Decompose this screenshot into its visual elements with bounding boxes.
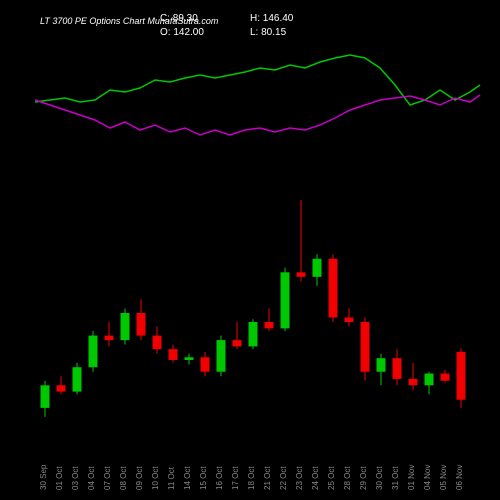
high-label: H: [250, 13, 260, 24]
ohlc-row-2: O: 142.00 L: 80.15 [160, 26, 310, 40]
x-axis-label: 18 Oct [247, 466, 256, 490]
x-axis-label: 10 Oct [151, 466, 160, 490]
candle-body [393, 358, 402, 379]
candle-body [185, 357, 194, 360]
candle-body [201, 357, 210, 371]
indicator-pane [35, 50, 480, 190]
x-axis-label: 30 Oct [375, 466, 384, 490]
chart-container: LT 3700 PE Options Chart MunafaSutra.com… [0, 0, 500, 500]
close-value: 89.30 [173, 13, 198, 24]
candlestick-chart [35, 200, 480, 435]
candle-body [249, 322, 258, 346]
low-label: L: [250, 27, 258, 38]
low-value: 80.15 [261, 27, 286, 38]
high-cell: H: 146.40 [250, 12, 310, 26]
x-axis-label: 09 Oct [135, 466, 144, 490]
indicator-lines [35, 50, 480, 190]
candle-body [121, 313, 130, 340]
x-axis: 30 Sep 01 Oct 03 Oct 04 Oct 07 Oct 08 Oct 09 O… [35, 435, 480, 490]
x-axis-label: 25 Oct [327, 466, 336, 490]
x-axis-label: 31 Oct [391, 466, 400, 490]
x-axis-label: 16 Oct [215, 466, 224, 490]
open-label: O: [160, 27, 171, 38]
x-axis-label: 22 Oct [279, 466, 288, 490]
x-axis-label: 07 Oct [103, 466, 112, 490]
candle-body [105, 336, 114, 341]
candle-body [441, 374, 450, 381]
x-axis-label: 06 Nov [455, 465, 464, 490]
low-cell: L: 80.15 [250, 26, 310, 40]
candle-body [57, 385, 66, 391]
candle-body [41, 385, 50, 408]
candle-body [457, 352, 466, 400]
candle-body [233, 340, 242, 346]
x-axis-label: 01 Oct [55, 466, 64, 490]
candle-body [377, 358, 386, 372]
x-axis-label: 08 Oct [119, 466, 128, 490]
x-axis-label: 15 Oct [199, 466, 208, 490]
candle-body [73, 367, 82, 391]
x-axis-label: 14 Oct [183, 466, 192, 490]
candle-body [137, 313, 146, 336]
candle-body [409, 379, 418, 385]
x-axis-label: 05 Nov [439, 465, 448, 490]
candle-body [281, 272, 290, 328]
x-axis-label: 04 Oct [87, 466, 96, 490]
close-cell: C: 89.30 [160, 12, 220, 26]
ohlc-display: C: 89.30 H: 146.40 O: 142.00 L: 80.15 [160, 12, 310, 40]
close-label: C: [160, 13, 170, 24]
open-value: 142.00 [173, 27, 204, 38]
x-axis-label: 23 Oct [295, 466, 304, 490]
candle-body [297, 272, 306, 277]
high-value: 146.40 [263, 13, 294, 24]
x-axis-label: 04 Nov [423, 465, 432, 490]
candle-body [345, 318, 354, 323]
x-axis-label: 29 Oct [359, 466, 368, 490]
x-axis-label: 03 Oct [71, 466, 80, 490]
candle-body [425, 374, 434, 386]
candle-body [153, 336, 162, 350]
candle-pane [35, 200, 480, 435]
x-axis-label: 01 Nov [407, 465, 416, 490]
candle-body [265, 322, 274, 328]
x-axis-label: 11 Oct [167, 467, 176, 490]
open-cell: O: 142.00 [160, 26, 220, 40]
x-axis-label: 21 Oct [263, 466, 272, 490]
x-axis-label: 30 Sep [39, 465, 48, 490]
x-axis-label: 28 Oct [343, 466, 352, 490]
candle-body [169, 349, 178, 360]
x-axis-label: 24 Oct [311, 466, 320, 490]
indicator-line [35, 95, 480, 135]
candle-body [217, 340, 226, 372]
ohlc-row-1: C: 89.30 H: 146.40 [160, 12, 310, 26]
candle-body [313, 259, 322, 277]
candle-body [329, 259, 338, 318]
candle-body [89, 336, 98, 368]
x-axis-label: 17 Oct [231, 466, 240, 490]
candle-body [361, 322, 370, 372]
